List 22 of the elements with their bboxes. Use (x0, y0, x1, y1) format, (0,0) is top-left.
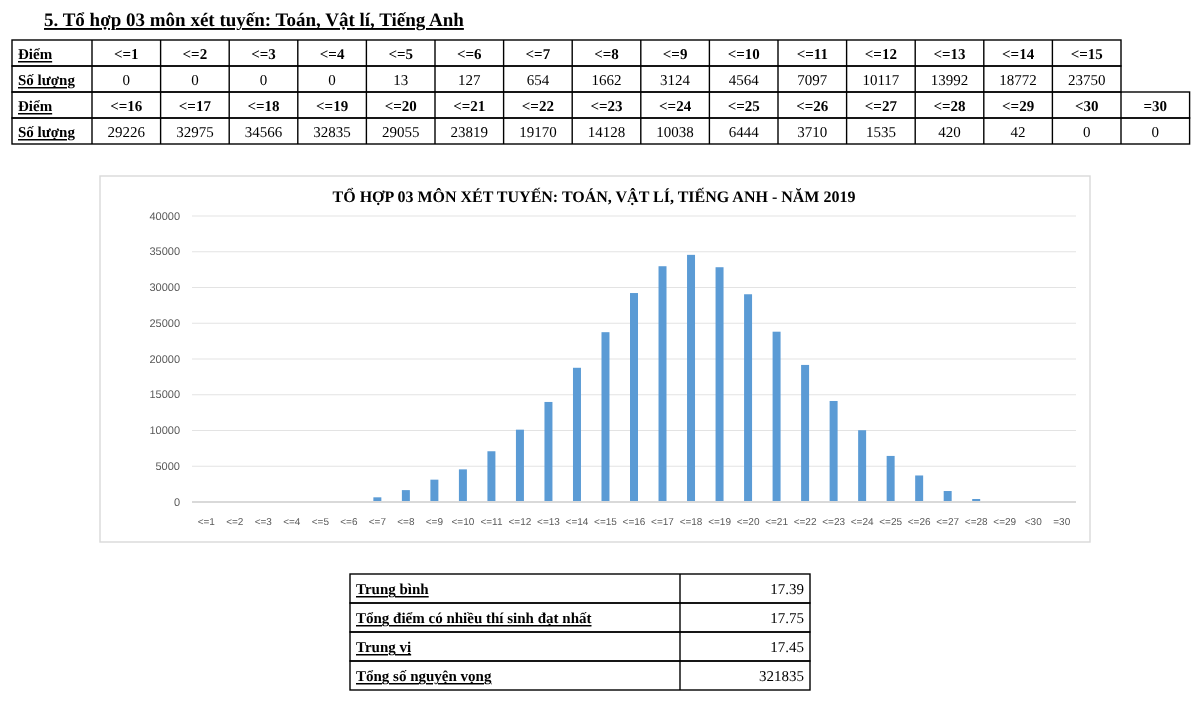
bar (515, 429, 524, 502)
bar (487, 451, 496, 502)
bar (687, 254, 696, 502)
bar (601, 332, 610, 502)
bar (801, 364, 810, 502)
bar (458, 469, 467, 502)
bar (744, 294, 753, 502)
bar (630, 293, 638, 502)
text: 5. Tổ hợp 03 môn xét tuyến: Toán, Vật lí, Tiếng Anh (44, 12, 466, 32)
bar (715, 267, 724, 502)
bar (572, 367, 581, 502)
bar (915, 475, 924, 502)
bar (886, 455, 895, 502)
bar (943, 491, 952, 502)
bar (829, 400, 838, 502)
bar (658, 266, 667, 502)
bar (544, 401, 553, 502)
chart-title: TỔ HỢP 03 MÔN XÉT TUYẾN: TOÁN, VẬT LÍ, TIẾNG ANH - NĂM 2019 (332, 186, 856, 206)
bar (430, 479, 439, 502)
bar (858, 430, 867, 502)
bar (401, 490, 410, 502)
bar (772, 331, 781, 502)
